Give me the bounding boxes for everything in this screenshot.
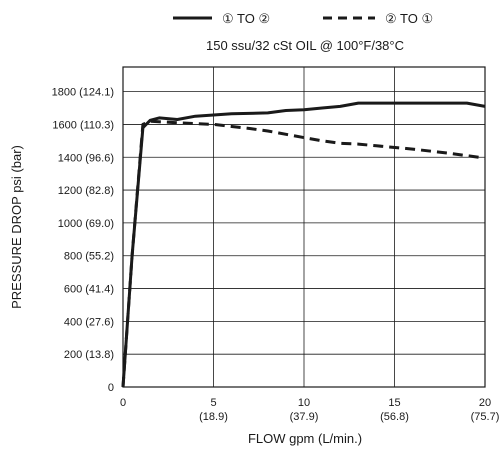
y-tick-label: 600 (41.4) xyxy=(64,284,114,296)
x-axis-title: FLOW gpm (L/min.) xyxy=(248,431,362,446)
x-tick-label: 15 xyxy=(388,397,400,409)
x-axis-ticks: 0 5 (18.9) 10 (37.9) 15 (56.8) 20 (75.7) xyxy=(120,397,499,423)
chart-subtitle: 150 ssu/32 cSt OIL @ 100°F/38°C xyxy=(206,38,404,53)
x-tick-label: 10 xyxy=(298,397,310,409)
y-tick-label: 0 xyxy=(108,382,114,394)
x-tick-label: 5 xyxy=(210,397,216,409)
series-line-2 xyxy=(121,119,486,388)
x-tick-sublabel: (75.7) xyxy=(471,411,500,423)
x-tick-label: 20 xyxy=(479,397,491,409)
series-layer xyxy=(121,101,486,388)
y-tick-label: 1600 (110.3) xyxy=(52,119,114,131)
y-tick-label: 200 (13.8) xyxy=(64,349,114,361)
y-tick-label: 1400 (96.6) xyxy=(58,152,114,164)
y-axis-title: PRESSURE DROP psi (bar) xyxy=(9,145,24,309)
series-line-1 xyxy=(121,101,486,388)
y-tick-label: 1000 (69.0) xyxy=(58,218,114,230)
y-tick-label: 400 (27.6) xyxy=(64,316,114,328)
y-tick-label: 1200 (82.8) xyxy=(58,185,114,197)
x-tick-sublabel: (37.9) xyxy=(290,411,319,423)
y-tick-label: 800 (55.2) xyxy=(64,251,114,263)
x-tick-label: 0 xyxy=(120,397,126,409)
x-tick-sublabel: (18.9) xyxy=(199,411,228,423)
x-tick-sublabel: (56.8) xyxy=(380,411,409,423)
legend: ① TO ② ② TO ① xyxy=(173,11,433,26)
grid-lines xyxy=(123,67,485,387)
legend-label-series-1: ① TO ② xyxy=(222,11,270,26)
y-axis-ticks: 0 200 (13.8) 400 (27.6) 600 (41.4) 800 (55.2… xyxy=(52,87,114,394)
y-tick-label: 1800 (124.1) xyxy=(52,87,114,99)
legend-label-series-2: ② TO ① xyxy=(385,11,433,26)
